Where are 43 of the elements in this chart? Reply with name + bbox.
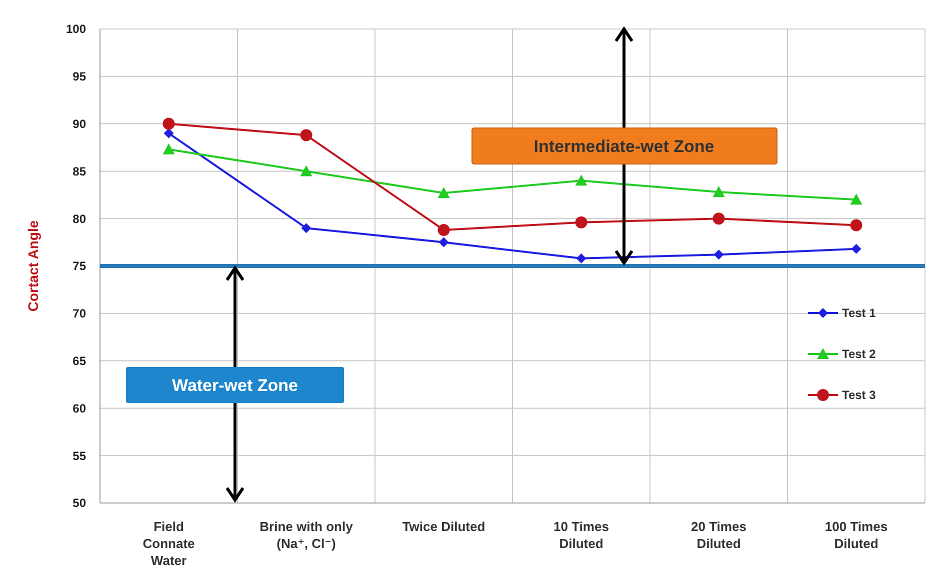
point: [438, 187, 450, 198]
y-tick-label: 60: [72, 401, 86, 416]
y-tick-label: 50: [72, 496, 86, 510]
point: [438, 224, 450, 236]
legend-label: Test 3: [842, 388, 876, 402]
point: [575, 216, 588, 228]
y-axis-title: Cortact Angle: [25, 220, 41, 312]
y-tick-label: 80: [72, 212, 86, 226]
y-tick-label: 70: [72, 306, 86, 321]
y-tick-label: 90: [72, 117, 86, 131]
legend-label: Test 1: [842, 306, 876, 320]
point: [575, 174, 588, 186]
x-tick-label: Field Connate Water: [142, 519, 195, 568]
annotation: Water-wet Zone: [172, 376, 298, 395]
x-tick-label: Twice Diluted: [402, 519, 486, 534]
x-tick-label: 100 Times Diluted: [824, 519, 888, 551]
point: [164, 128, 174, 138]
point: [712, 212, 725, 225]
y-tick-label: 95: [72, 70, 86, 84]
x-tick-label: 20 Times Diluted: [691, 519, 746, 551]
y-tick-label: 65: [72, 354, 86, 368]
callout-box: Intermediate-wet Zone: [472, 128, 778, 164]
legend-label: Test 2: [842, 347, 876, 362]
y-tick-label: 75: [72, 259, 86, 274]
point: [712, 186, 725, 198]
point: [851, 244, 862, 254]
y-tick-label: 85: [72, 164, 86, 178]
x-tick-label: Brine with only (Na⁺, Cl⁻): [260, 519, 354, 551]
x-tick-label: 10 Times Diluted: [554, 519, 609, 551]
point: [162, 118, 175, 130]
callout-box: Water-wet Zone: [126, 367, 344, 403]
point: [576, 253, 586, 264]
point: [850, 194, 862, 205]
point: [300, 165, 312, 176]
y-tick-label: 55: [72, 448, 86, 463]
point: [438, 237, 449, 248]
point: [301, 223, 312, 234]
point: [850, 219, 862, 232]
y-tick-label: 100: [66, 22, 86, 36]
annotation: Intermediate-wet Zone: [534, 136, 714, 156]
point: [300, 129, 312, 142]
point: [714, 250, 724, 260]
point: [162, 143, 175, 154]
